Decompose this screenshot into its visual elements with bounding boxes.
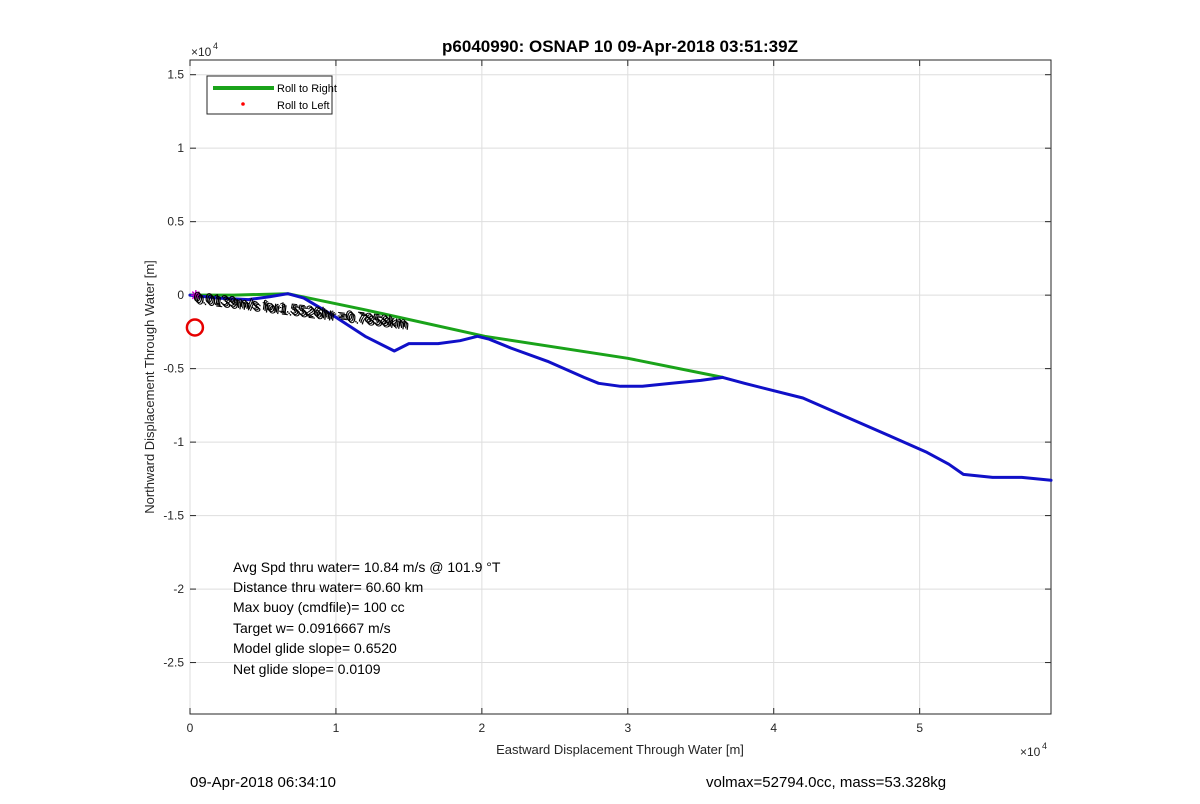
y-tick-label: -2.5 xyxy=(163,656,184,670)
x-tick-label: 0 xyxy=(187,721,194,735)
stat-max-buoy: Max buoy (cmdfile)= 100 cc xyxy=(233,599,405,615)
y-tick-label: 0 xyxy=(177,288,184,302)
legend-label-roll-left: Roll to Left xyxy=(277,100,330,112)
y-tick-label: -2 xyxy=(173,582,184,596)
y-tick-label: -1.5 xyxy=(163,509,184,523)
x-exponent: ×10 4 xyxy=(1020,741,1047,759)
stat-net-glide-slope: Net glide slope= 0.0109 xyxy=(233,661,381,677)
y-tick-label: 0.5 xyxy=(167,215,184,229)
legend-box xyxy=(206,75,333,115)
star-stroke xyxy=(191,291,200,300)
x-exponent-base: ×10 xyxy=(1020,745,1041,759)
legend-dot-roll-left xyxy=(241,102,245,106)
x-tick-label: 5 xyxy=(916,721,923,735)
y-tick-label: -1 xyxy=(173,435,184,449)
y-axis-label: Northward Displacement Through Water [m] xyxy=(142,260,157,514)
footer-timestamp: 09-Apr-2018 06:34:10 xyxy=(190,774,336,791)
footer-volmax-mass: volmax=52794.0cc, mass=53.328kg xyxy=(706,774,947,791)
stat-target-w: Target w= 0.0916667 m/s xyxy=(233,620,391,636)
y-exponent-power: 4 xyxy=(213,41,218,51)
y-tick-label: 1 xyxy=(177,141,184,155)
legend-label-roll-right: Roll to Right xyxy=(277,83,337,95)
stat-distance: Distance thru water= 60.60 km xyxy=(233,579,423,595)
start-circle-marker xyxy=(185,318,205,337)
start-star-marker xyxy=(190,290,201,301)
y-tick-label: 1.5 xyxy=(167,68,184,82)
chart-title: p6040990: OSNAP 10 09-Apr-2018 03:51:39Z xyxy=(442,37,798,56)
stat-model-glide-slope: Model glide slope= 0.6520 xyxy=(233,640,397,656)
x-axis-label: Eastward Displacement Through Water [m] xyxy=(496,742,744,757)
stats-block: Avg Spd thru water= 10.84 m/s @ 101.9 °T… xyxy=(233,559,501,677)
x-tick-label: 4 xyxy=(770,721,777,735)
ticks: 0 1 2 3 4 5 1.5 1 0.5 0 -0.5 -1 -1.5 -2 -2.5 xyxy=(163,60,1051,735)
stat-avg-speed: Avg Spd thru water= 10.84 m/s @ 101.9 °T xyxy=(233,559,501,575)
series-line-roll-to-right xyxy=(188,292,725,379)
x-exponent-power: 4 xyxy=(1042,741,1047,751)
y-exponent-base: ×10 xyxy=(191,45,212,59)
grid xyxy=(189,60,1051,714)
legend: Roll to Right Roll to Left xyxy=(206,75,337,115)
x-tick-label: 1 xyxy=(333,721,340,735)
markers-layer xyxy=(185,290,205,337)
x-tick-label: 2 xyxy=(479,721,486,735)
series-line-track xyxy=(188,292,1053,482)
x-tick-label: 3 xyxy=(624,721,631,735)
y-tick-label: -0.5 xyxy=(163,362,184,376)
y-exponent: ×10 4 xyxy=(191,41,218,59)
series-layer xyxy=(188,292,1053,482)
